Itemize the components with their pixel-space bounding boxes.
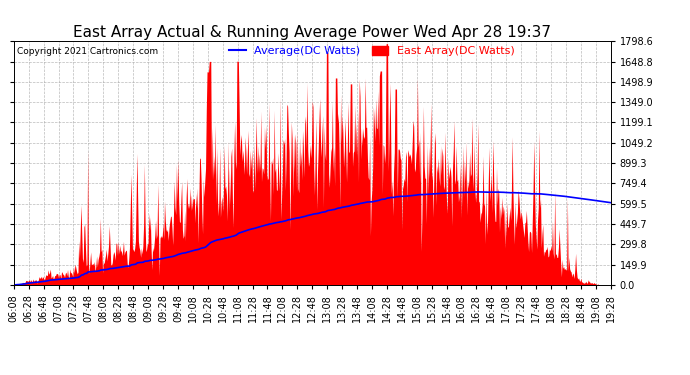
Text: Copyright 2021 Cartronics.com: Copyright 2021 Cartronics.com bbox=[17, 47, 158, 56]
Title: East Array Actual & Running Average Power Wed Apr 28 19:37: East Array Actual & Running Average Powe… bbox=[73, 25, 551, 40]
Legend: Average(DC Watts), East Array(DC Watts): Average(DC Watts), East Array(DC Watts) bbox=[224, 42, 520, 61]
